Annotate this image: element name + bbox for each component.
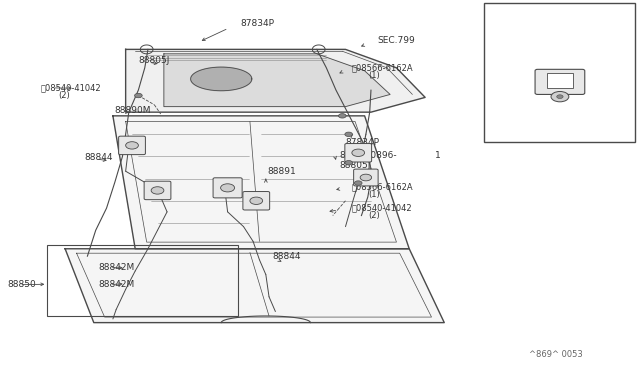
FancyBboxPatch shape xyxy=(345,144,372,162)
Polygon shape xyxy=(125,49,425,112)
Polygon shape xyxy=(164,54,390,107)
Circle shape xyxy=(355,181,362,185)
Text: Ⓢ08566-6162A: Ⓢ08566-6162A xyxy=(352,182,413,191)
Text: Ⓢ08540-41042: Ⓢ08540-41042 xyxy=(41,83,102,92)
Text: Ⓢ08540-41042: Ⓢ08540-41042 xyxy=(352,203,413,213)
Circle shape xyxy=(221,184,235,192)
Circle shape xyxy=(125,142,138,149)
Text: 88850: 88850 xyxy=(8,280,36,289)
FancyBboxPatch shape xyxy=(243,192,269,210)
Polygon shape xyxy=(65,249,444,323)
Polygon shape xyxy=(191,67,252,91)
FancyBboxPatch shape xyxy=(144,181,171,200)
Circle shape xyxy=(557,95,563,99)
FancyBboxPatch shape xyxy=(354,169,378,186)
Text: 88899: 88899 xyxy=(545,28,575,38)
Text: (2): (2) xyxy=(59,91,70,100)
Text: 88891: 88891 xyxy=(268,167,296,176)
Text: 88805J: 88805J xyxy=(138,56,170,65)
Text: 88805J: 88805J xyxy=(339,161,371,170)
FancyBboxPatch shape xyxy=(213,178,242,198)
Text: 88842M: 88842M xyxy=(99,263,134,272)
Text: 87834P: 87834P xyxy=(241,19,275,28)
Text: 87834P: 87834P xyxy=(346,138,380,147)
Circle shape xyxy=(345,132,353,137)
FancyBboxPatch shape xyxy=(535,69,585,94)
FancyBboxPatch shape xyxy=(484,3,636,142)
Text: 88844: 88844 xyxy=(84,153,113,162)
Circle shape xyxy=(551,92,569,102)
Text: 88844: 88844 xyxy=(272,251,301,261)
Text: SEC.799: SEC.799 xyxy=(378,36,415,45)
FancyBboxPatch shape xyxy=(118,136,145,155)
Text: (1): (1) xyxy=(369,71,380,80)
Text: (2): (2) xyxy=(369,211,380,220)
Text: CAN: CAN xyxy=(492,13,516,22)
Circle shape xyxy=(360,174,372,181)
Text: 87650I0896-: 87650I0896- xyxy=(339,151,397,160)
Circle shape xyxy=(151,187,164,194)
Circle shape xyxy=(250,197,262,205)
Circle shape xyxy=(134,93,142,98)
Text: 1: 1 xyxy=(435,151,440,160)
Text: 0: 0 xyxy=(0,371,1,372)
Circle shape xyxy=(339,113,346,118)
Polygon shape xyxy=(113,116,409,249)
Circle shape xyxy=(352,149,365,157)
FancyBboxPatch shape xyxy=(547,73,573,88)
Text: 88890M: 88890M xyxy=(115,106,151,115)
Text: Ⓢ08566-6162A: Ⓢ08566-6162A xyxy=(352,63,413,72)
Text: 88842M: 88842M xyxy=(99,280,134,289)
Text: (1): (1) xyxy=(369,190,380,199)
Text: ^869^ 0053: ^869^ 0053 xyxy=(529,350,582,359)
Circle shape xyxy=(345,161,353,165)
